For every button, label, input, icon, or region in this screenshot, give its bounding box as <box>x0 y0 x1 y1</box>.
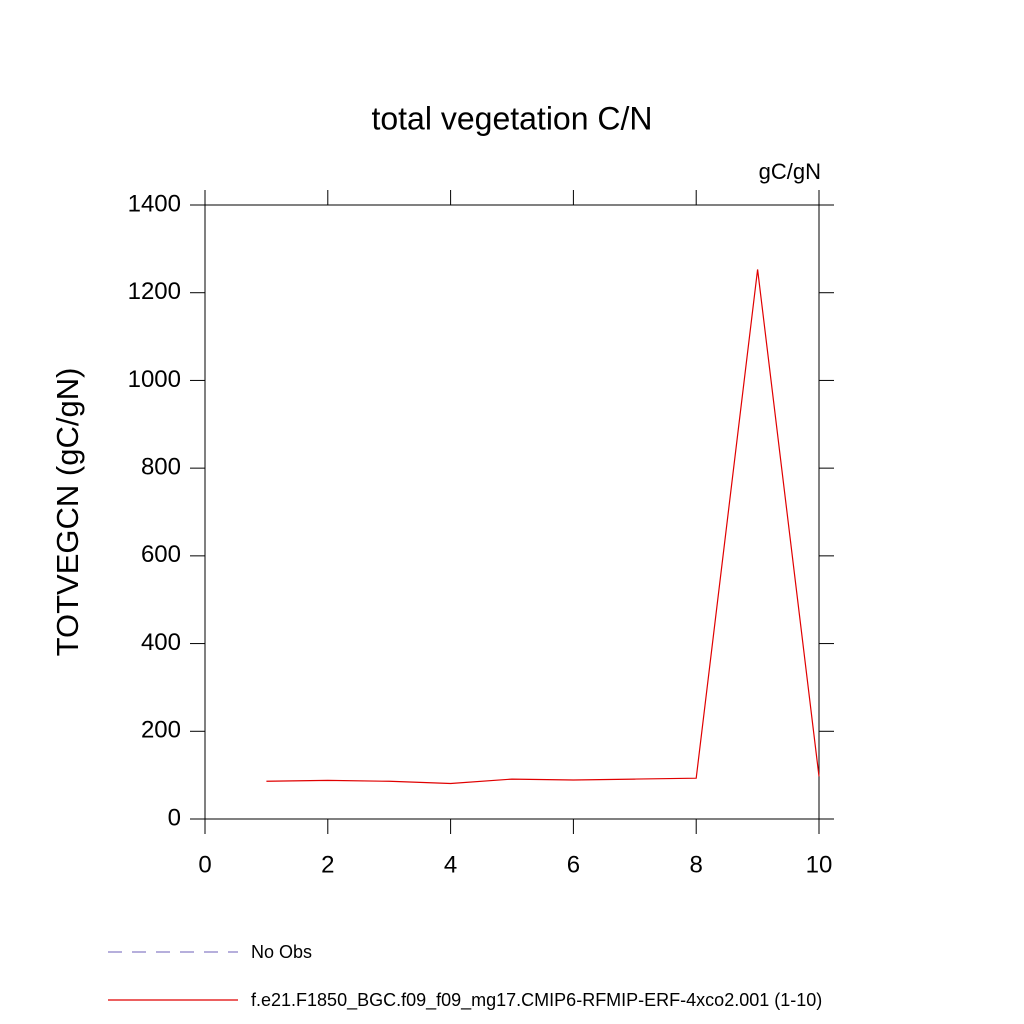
y-tick-label: 1000 <box>128 366 181 393</box>
y-tick-label: 800 <box>141 453 181 480</box>
y-tick-label: 400 <box>141 629 181 656</box>
plot-frame <box>204 204 820 820</box>
chart-title: total vegetation C/N <box>371 100 652 136</box>
y-tick-label: 200 <box>141 717 181 744</box>
y-axis-label: TOTVEGCN (gC/gN) <box>50 368 85 657</box>
x-tick-label: 4 <box>444 851 457 878</box>
x-tick-label: 2 <box>321 851 334 878</box>
x-tick-label: 0 <box>198 851 211 878</box>
y-tick-label: 600 <box>141 541 181 568</box>
x-tick-label: 8 <box>690 851 703 878</box>
y-tick-label: 1200 <box>128 278 181 305</box>
legend-label: No Obs <box>251 942 312 962</box>
y-tick-label: 0 <box>168 804 181 831</box>
y-tick-label: 1400 <box>128 190 181 217</box>
units-label: gC/gN <box>759 159 821 184</box>
legend-label: f.e21.F1850_BGC.f09_f09_mg17.CMIP6-RFMIP… <box>251 990 822 1011</box>
x-tick-label: 10 <box>806 851 833 878</box>
series-line <box>266 269 820 785</box>
x-tick-label: 6 <box>567 851 580 878</box>
